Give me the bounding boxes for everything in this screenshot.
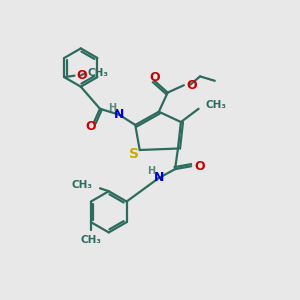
Text: H: H — [147, 167, 155, 176]
Text: O: O — [187, 79, 197, 92]
Text: O: O — [86, 120, 96, 133]
Text: N: N — [114, 108, 124, 121]
Text: S: S — [129, 147, 140, 161]
Text: O: O — [76, 69, 87, 82]
Text: H: H — [109, 103, 117, 113]
Text: O: O — [149, 71, 160, 84]
Text: O: O — [195, 160, 206, 173]
Text: CH₃: CH₃ — [88, 68, 109, 78]
Text: CH₃: CH₃ — [80, 236, 101, 245]
Text: CH₃: CH₃ — [72, 180, 93, 190]
Text: CH₃: CH₃ — [205, 100, 226, 110]
Text: N: N — [154, 172, 164, 184]
